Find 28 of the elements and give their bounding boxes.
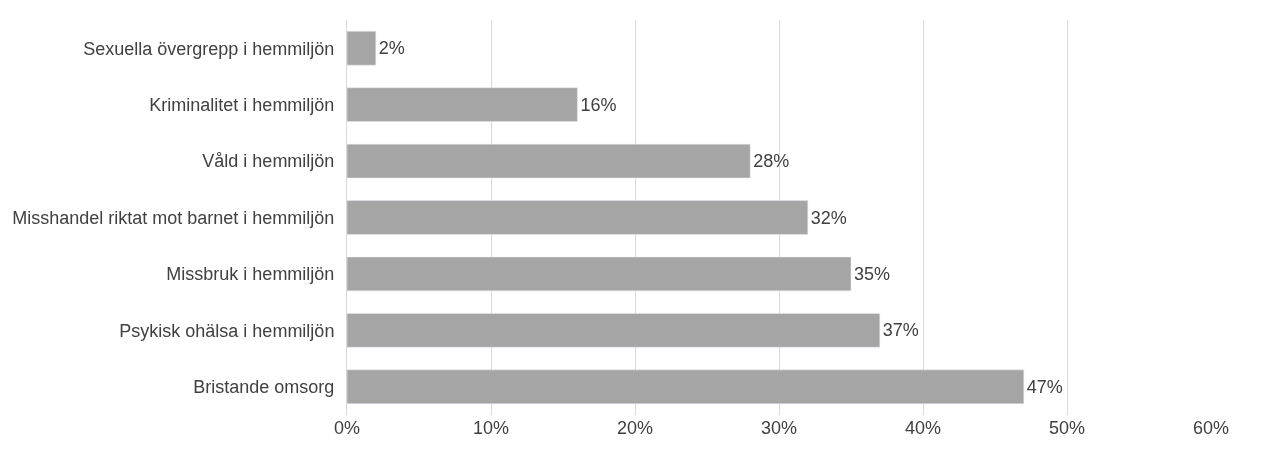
bar bbox=[347, 256, 852, 292]
y-tick-label: Misshandel riktat mot barnet i hemmiljön bbox=[12, 207, 335, 228]
x-tick-label: 50% bbox=[1048, 418, 1086, 438]
data-label: 47% bbox=[1026, 376, 1063, 397]
y-tick-label: Missbruk i hemmiljön bbox=[166, 264, 335, 285]
x-tick-label: 0% bbox=[333, 418, 361, 438]
bar bbox=[347, 369, 1025, 404]
y-tick-label: Våld i hemmiljön bbox=[202, 151, 335, 172]
x-tick-label: 10% bbox=[472, 418, 510, 438]
bar bbox=[347, 313, 881, 348]
bar bbox=[347, 31, 377, 66]
x-tick-label: 40% bbox=[904, 418, 942, 438]
x-tick-label: 60% bbox=[1192, 418, 1230, 438]
data-label: 16% bbox=[580, 94, 617, 115]
bar bbox=[347, 200, 809, 235]
data-label: 2% bbox=[378, 38, 405, 59]
x-tick-label: 20% bbox=[616, 418, 654, 438]
data-label: 37% bbox=[882, 320, 919, 341]
x-tick-label: 30% bbox=[760, 418, 798, 438]
bar bbox=[347, 143, 751, 179]
data-label: 28% bbox=[753, 151, 790, 172]
y-tick-label: Psykisk ohälsa i hemmiljön bbox=[119, 320, 335, 341]
data-label: 35% bbox=[854, 263, 891, 284]
y-tick-label: Bristande omsorg bbox=[193, 377, 335, 398]
data-label: 32% bbox=[810, 207, 847, 228]
bar bbox=[347, 87, 578, 122]
y-tick-label: Kriminalitet i hemmiljön bbox=[149, 94, 335, 115]
y-tick-label: Sexuella övergrepp i hemmiljön bbox=[83, 38, 335, 59]
